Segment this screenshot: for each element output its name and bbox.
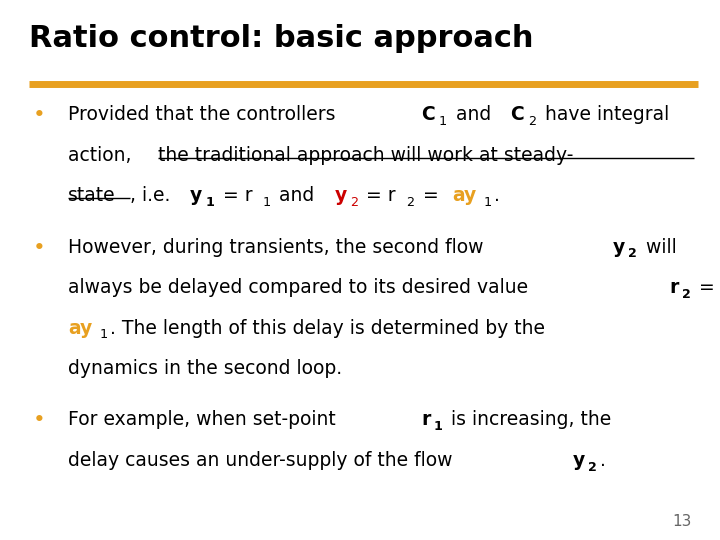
Text: r: r	[670, 278, 679, 297]
Text: is increasing, the: is increasing, the	[445, 410, 611, 429]
Text: y: y	[334, 186, 346, 205]
Text: 1: 1	[263, 196, 271, 209]
Text: Ratio control: basic approach: Ratio control: basic approach	[29, 24, 534, 53]
Text: C: C	[510, 105, 524, 124]
Text: C: C	[421, 105, 435, 124]
Text: = r: = r	[217, 186, 253, 205]
Text: •: •	[32, 238, 45, 258]
Text: and: and	[449, 105, 497, 124]
Text: action,: action,	[68, 146, 138, 165]
Text: 2: 2	[407, 196, 415, 209]
Text: y: y	[612, 238, 624, 256]
Text: 2: 2	[588, 461, 597, 474]
Text: the traditional approach will work at steady-: the traditional approach will work at st…	[158, 146, 573, 165]
Text: will: will	[639, 238, 676, 256]
Text: 2: 2	[528, 115, 536, 128]
Text: y: y	[189, 186, 202, 205]
Text: •: •	[32, 410, 45, 430]
Text: . The length of this delay is determined by the: . The length of this delay is determined…	[110, 319, 545, 338]
Text: 2: 2	[682, 288, 690, 301]
Text: 1: 1	[484, 196, 492, 209]
Text: 1: 1	[99, 328, 108, 341]
Text: .: .	[600, 451, 606, 470]
Text: •: •	[32, 105, 45, 125]
Text: 1: 1	[205, 196, 215, 209]
Text: y: y	[572, 451, 585, 470]
Text: , i.e.: , i.e.	[130, 186, 176, 205]
Text: =: =	[693, 278, 715, 297]
Text: However, during transients, the second flow: However, during transients, the second f…	[68, 238, 490, 256]
Text: 13: 13	[672, 514, 691, 529]
Text: have integral: have integral	[539, 105, 669, 124]
Text: delay causes an under-supply of the flow: delay causes an under-supply of the flow	[68, 451, 459, 470]
Text: state: state	[68, 186, 116, 205]
Text: Provided that the controllers: Provided that the controllers	[68, 105, 342, 124]
Text: r: r	[422, 410, 431, 429]
Text: and: and	[274, 186, 320, 205]
Text: 1: 1	[433, 420, 443, 433]
Text: 2: 2	[628, 247, 637, 260]
Text: .: .	[495, 186, 500, 205]
Text: 2: 2	[350, 196, 358, 209]
Text: ay: ay	[453, 186, 477, 205]
Text: =: =	[417, 186, 444, 205]
Text: always be delayed compared to its desired value: always be delayed compared to its desire…	[68, 278, 534, 297]
Text: ay: ay	[68, 319, 93, 338]
Text: = r: = r	[361, 186, 396, 205]
Text: 1: 1	[439, 115, 447, 128]
Text: For example, when set-point: For example, when set-point	[68, 410, 342, 429]
Text: dynamics in the second loop.: dynamics in the second loop.	[68, 359, 343, 378]
